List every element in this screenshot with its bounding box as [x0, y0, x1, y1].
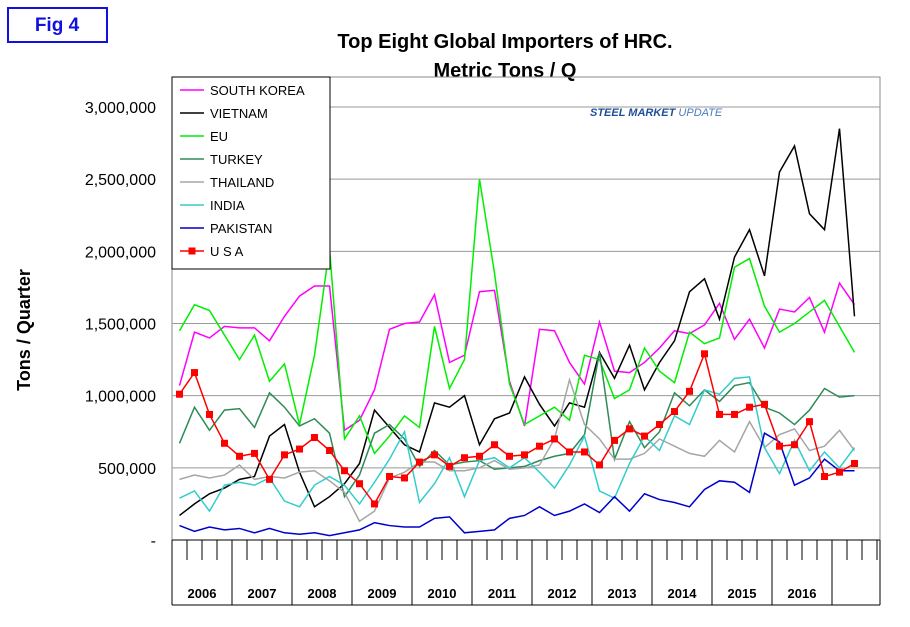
legend-label: TURKEY: [210, 152, 263, 167]
y-tick-label: 500,000: [98, 461, 156, 478]
chart-subtitle: Metric Tons / Q: [434, 60, 577, 82]
series-marker: [371, 500, 378, 508]
x-tick-label: 2010: [428, 586, 457, 601]
series-marker: [776, 442, 783, 450]
series-marker: [536, 442, 543, 450]
series-marker: [656, 421, 663, 429]
legend-label: EU: [210, 129, 228, 144]
series-line: [178, 179, 856, 455]
x-tick-label: 2007: [248, 586, 277, 601]
x-tick-label: 2016: [788, 586, 817, 601]
series-marker: [491, 441, 498, 449]
series-marker: [821, 472, 828, 480]
series-marker: [506, 452, 513, 460]
series-marker: [761, 400, 768, 408]
legend-box: [171, 76, 331, 270]
y-tick-label: -: [151, 533, 156, 550]
x-tick-label: 2012: [548, 586, 577, 601]
series-line: [178, 351, 855, 506]
series-marker: [326, 447, 333, 455]
series-line: [179, 377, 856, 523]
series-marker: [191, 369, 198, 377]
series-marker: [386, 472, 393, 480]
x-tick-label: 2014: [668, 586, 698, 601]
fig-box: [7, 7, 108, 43]
fig-label: Fig 4: [35, 15, 80, 36]
legend-label: U S A: [210, 244, 244, 259]
series-marker: [806, 418, 813, 426]
series-marker: [551, 435, 558, 443]
series-marker: [431, 451, 438, 459]
series-marker: [731, 410, 738, 418]
series-marker: [596, 461, 603, 469]
series-line: [178, 352, 855, 499]
series-marker: [416, 458, 423, 466]
y-axis-label: Tons / Quarter: [14, 269, 34, 391]
series-marker: [236, 452, 243, 460]
legend-marker: [188, 247, 196, 255]
series-line: [179, 432, 855, 537]
series-marker: [296, 445, 303, 453]
legend-label: VIETNAM: [210, 106, 268, 121]
series-marker: [641, 432, 648, 440]
series-marker: [476, 452, 483, 460]
logo-brand: STEEL MARKET UPDATE: [590, 107, 723, 119]
series-marker: [581, 448, 588, 456]
x-tick-label: 2015: [728, 586, 757, 601]
x-tick-label: 2013: [608, 586, 637, 601]
series-marker: [791, 441, 798, 449]
series-marker: [626, 425, 633, 433]
x-tick-label: 2006: [188, 586, 217, 601]
series-marker: [671, 408, 678, 416]
legend-label: SOUTH KOREA: [210, 83, 305, 98]
series-marker: [266, 475, 273, 483]
y-tick-label: 1,500,000: [85, 317, 156, 334]
series-line: [179, 128, 856, 517]
logo-suffix: UPDATE: [678, 107, 722, 119]
legend-label: INDIA: [210, 198, 245, 213]
series-marker: [281, 451, 288, 459]
series-marker: [611, 436, 618, 444]
series-marker: [341, 467, 348, 475]
x-tick-label: 2011: [488, 586, 516, 601]
series-marker: [851, 460, 858, 468]
series-marker: [311, 434, 318, 442]
series-marker: [701, 350, 708, 358]
series-marker: [446, 462, 453, 470]
legend-label: PAKISTAN: [210, 221, 272, 236]
series-marker: [521, 451, 528, 459]
series-marker: [401, 474, 408, 482]
series-line: [179, 376, 856, 513]
series-marker: [251, 449, 258, 457]
series-marker: [686, 387, 693, 395]
series-marker: [716, 410, 723, 418]
y-tick-label: 2,000,000: [85, 244, 156, 261]
series-marker: [566, 448, 573, 456]
logo-brand-text: STEEL MARKET: [590, 107, 677, 119]
legend-label: THAILAND: [210, 175, 274, 190]
series-marker: [221, 439, 228, 447]
y-tick-label: 3,000,000: [85, 100, 156, 117]
x-tick-label: 2008: [308, 586, 337, 601]
series-marker: [356, 480, 363, 488]
series-marker: [206, 410, 213, 418]
x-tick-label: 2009: [368, 586, 397, 601]
series-marker: [176, 390, 183, 398]
y-tick-label: 2,500,000: [85, 172, 156, 189]
series-marker: [461, 454, 468, 462]
series-marker: [836, 468, 843, 476]
y-tick-label: 1,000,000: [85, 389, 156, 406]
series-marker: [746, 403, 753, 411]
chart-title: Top Eight Global Importers of HRC.: [337, 31, 672, 53]
